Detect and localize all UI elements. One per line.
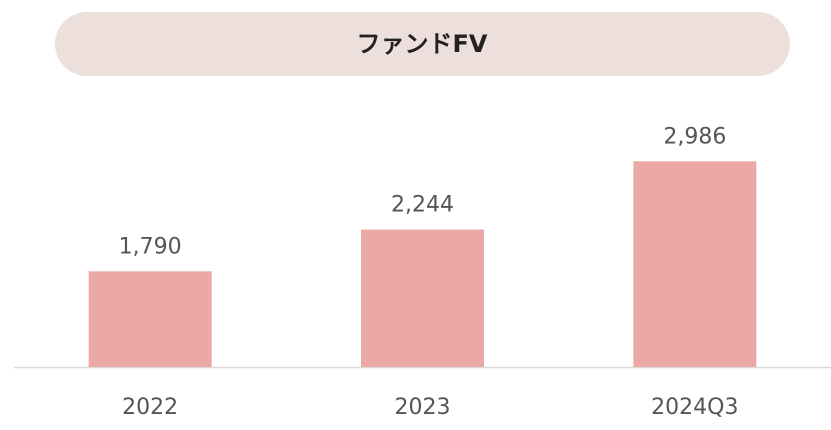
value-label: 2,986 xyxy=(663,124,726,149)
x-tick-label: 2023 xyxy=(395,395,451,420)
x-tick-label: 2022 xyxy=(122,395,178,420)
value-label: 1,790 xyxy=(119,234,182,259)
bar xyxy=(88,271,212,367)
chart-title: ファンドFV xyxy=(357,30,488,58)
value-label: 2,244 xyxy=(391,193,454,218)
bar xyxy=(361,229,484,367)
bar xyxy=(633,161,757,367)
title-pill xyxy=(55,12,790,76)
x-tick-label: 2024Q3 xyxy=(651,395,738,420)
